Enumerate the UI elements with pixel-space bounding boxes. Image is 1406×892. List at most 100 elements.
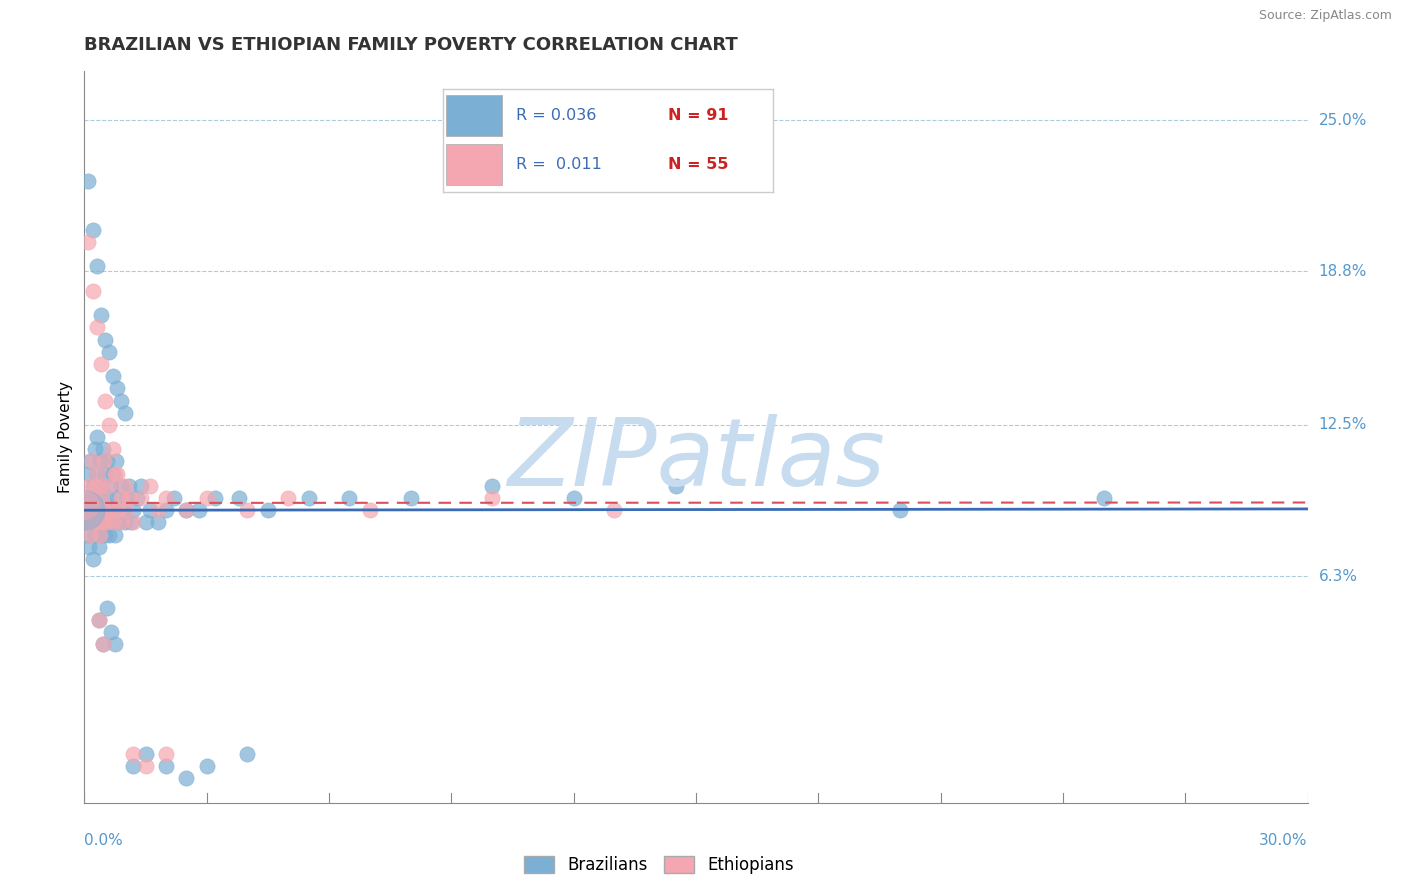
Legend: Brazilians, Ethiopians: Brazilians, Ethiopians [516, 847, 803, 882]
Text: N = 55: N = 55 [668, 157, 728, 171]
Point [97, 527, 120, 541]
Point [114, 503, 136, 517]
Point [97, 344, 120, 359]
Point [94, 503, 117, 517]
Point [115, 491, 138, 505]
Point [86, 516, 108, 530]
Point [277, 491, 299, 505]
Point [82, 491, 104, 505]
Point [79, 503, 101, 517]
Point [86, 260, 108, 274]
Point [118, 479, 141, 493]
Point [114, 406, 136, 420]
Point [118, 491, 141, 505]
Point [101, 442, 124, 457]
Point [110, 516, 132, 530]
Point [93, 333, 115, 347]
Point [93, 467, 115, 481]
Point [122, 747, 145, 761]
Point [195, 759, 218, 773]
Point [104, 467, 127, 481]
Point [110, 491, 132, 505]
Point [146, 516, 169, 530]
Point [155, 503, 177, 517]
Point [138, 503, 160, 517]
Point [91, 637, 114, 651]
Point [86, 320, 108, 334]
Point [120, 516, 142, 530]
Point [399, 491, 422, 505]
Point [77, 491, 100, 505]
Point [105, 503, 128, 517]
Point [96, 516, 118, 530]
Point [83, 527, 105, 541]
Point [97, 491, 120, 505]
Point [100, 625, 122, 640]
Point [110, 479, 132, 493]
Text: N = 91: N = 91 [668, 108, 728, 123]
Point [100, 503, 122, 517]
Text: Source: ZipAtlas.com: Source: ZipAtlas.com [1258, 9, 1392, 22]
Point [83, 442, 105, 457]
Point [562, 491, 585, 505]
Point [298, 491, 321, 505]
Point [103, 503, 125, 517]
Point [87, 503, 110, 517]
Point [86, 467, 108, 481]
Text: ZIPatlas: ZIPatlas [508, 414, 884, 505]
Point [122, 516, 145, 530]
Point [174, 772, 197, 786]
Text: 30.0%: 30.0% [1260, 833, 1308, 848]
Point [1092, 491, 1115, 505]
Point [84, 503, 107, 517]
Point [96, 516, 118, 530]
Point [82, 516, 104, 530]
Point [90, 479, 112, 493]
Point [155, 747, 177, 761]
Point [86, 516, 108, 530]
Point [339, 491, 360, 505]
Point [204, 491, 226, 505]
Point [131, 491, 153, 505]
Point [83, 479, 105, 493]
Point [93, 393, 115, 408]
Point [257, 503, 280, 517]
FancyBboxPatch shape [446, 144, 502, 185]
Point [77, 467, 100, 481]
Point [481, 491, 503, 505]
Point [76, 516, 98, 530]
Text: 12.5%: 12.5% [1319, 417, 1367, 433]
Point [87, 503, 110, 517]
Point [79, 527, 101, 541]
Point [228, 491, 250, 505]
Point [84, 503, 107, 517]
Point [135, 747, 157, 761]
Point [889, 503, 911, 517]
Text: 6.3%: 6.3% [1319, 568, 1358, 583]
Point [98, 479, 121, 493]
Point [86, 467, 108, 481]
Point [77, 540, 100, 554]
Point [138, 479, 160, 493]
Text: R =  0.011: R = 0.011 [516, 157, 602, 171]
Point [236, 503, 259, 517]
Point [76, 527, 98, 541]
Point [131, 479, 153, 493]
Point [105, 491, 128, 505]
Point [174, 503, 197, 517]
Point [108, 516, 131, 530]
Point [82, 223, 104, 237]
Point [155, 491, 177, 505]
Point [155, 759, 177, 773]
Point [105, 467, 128, 481]
Point [91, 637, 114, 651]
Point [101, 467, 124, 481]
FancyBboxPatch shape [446, 95, 502, 136]
Point [75, 503, 97, 517]
Point [101, 516, 124, 530]
Point [146, 503, 169, 517]
Point [93, 503, 115, 517]
Point [664, 479, 686, 493]
Point [87, 613, 110, 627]
Point [87, 540, 110, 554]
